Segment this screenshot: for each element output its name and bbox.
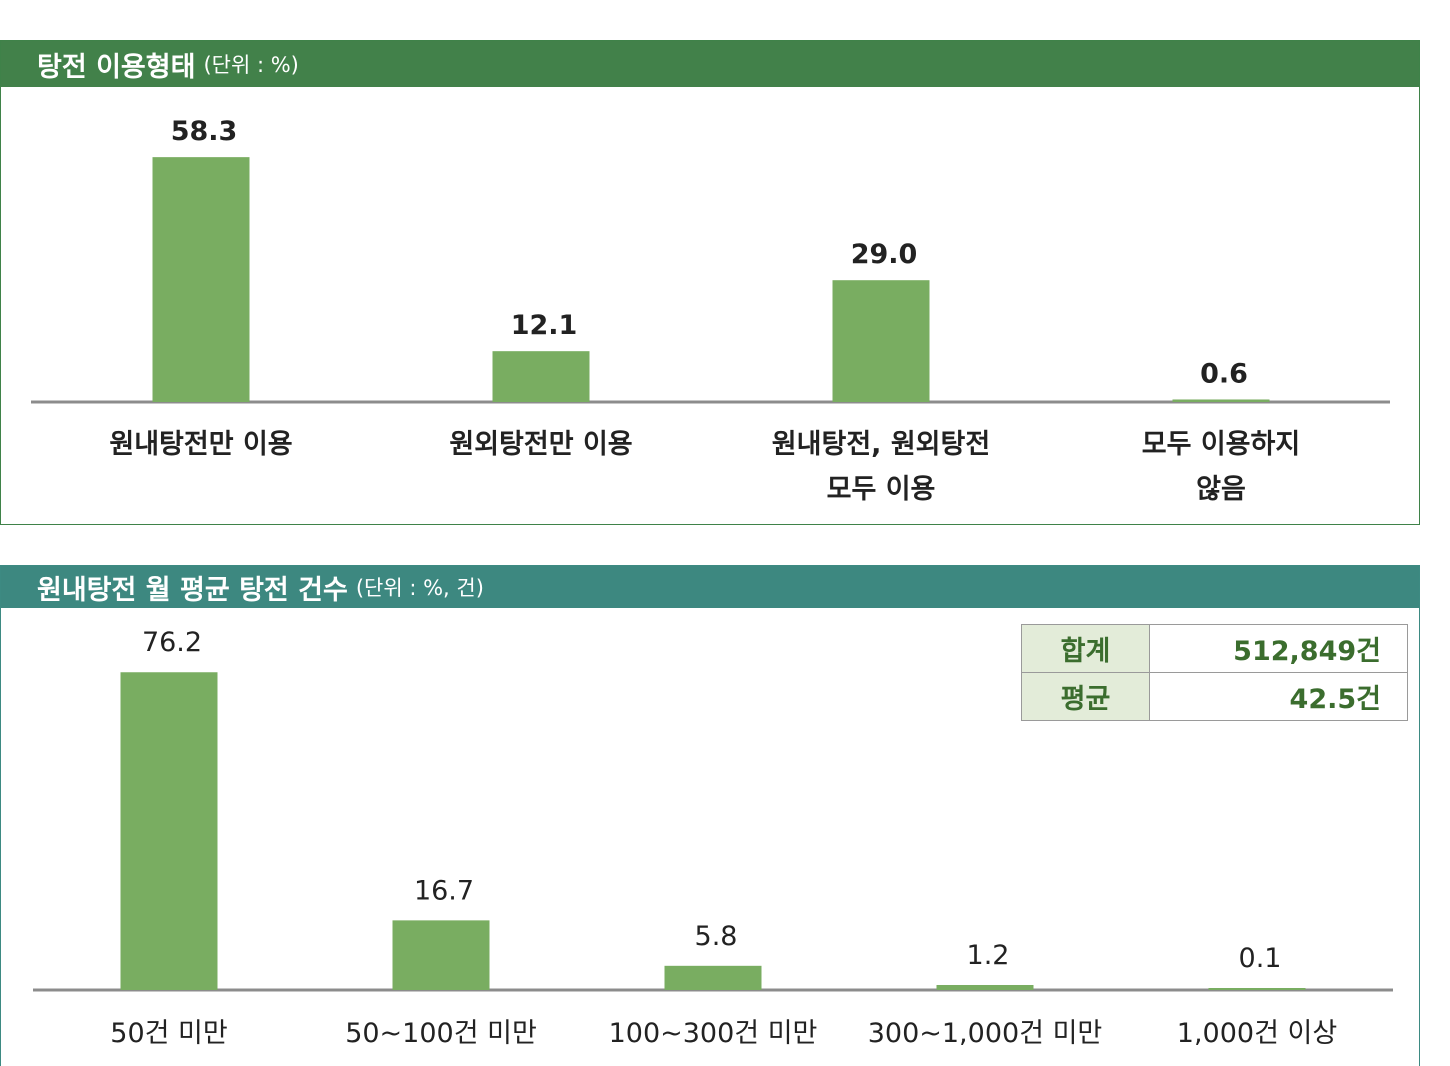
- monthly-category-label-4: 300~1,000건 미만: [868, 1018, 1103, 1049]
- monthly-category-label-1: 50건 미만: [110, 1018, 227, 1049]
- usage-value-label-4: 0.6: [1200, 358, 1248, 389]
- monthly-count-header: 원내탕전 월 평균 탕전 건수 (단위 : %, 건): [1, 566, 1419, 608]
- usage-category-label-3-line-2: 모두 이용: [827, 474, 936, 505]
- monthly-bar-1: [120, 672, 218, 990]
- monthly-category-label-2: 50~100건 미만: [345, 1018, 537, 1049]
- monthly-bar-2: [392, 920, 490, 990]
- usage-type-panel: 탕전 이용형태 (단위 : %): [0, 40, 1420, 525]
- usage-type-header: 탕전 이용형태 (단위 : %): [1, 41, 1419, 87]
- usage-bar-1: [152, 157, 250, 402]
- summary-row-total: 합계 512,849건: [1021, 624, 1408, 673]
- monthly-bar-3: [664, 965, 762, 990]
- monthly-category-label-3: 100~300건 미만: [609, 1018, 818, 1049]
- usage-bar-3: [832, 280, 930, 402]
- usage-value-label-3: 29.0: [851, 239, 918, 270]
- monthly-bar-5: [1208, 988, 1306, 990]
- monthly-bar-4: [936, 984, 1034, 990]
- usage-category-label-4-line-1: 모두 이용하지: [1142, 429, 1300, 460]
- monthly-count-unit: (단위 : %, 건): [355, 576, 484, 600]
- usage-value-label-1: 58.3: [171, 116, 238, 147]
- usage-category-label-1: 원내탕전만 이용: [109, 429, 292, 460]
- usage-category-label-4-line-2: 않음: [1196, 474, 1246, 505]
- monthly-category-label-5: 1,000건 이상: [1177, 1018, 1337, 1049]
- monthly-count-title: 원내탕전 월 평균 탕전 건수: [37, 574, 348, 606]
- usage-category-label-3-line-1: 원내탕전, 원외탕전: [772, 429, 990, 460]
- summary-table: 합계 512,849건 평균 42.5건: [1021, 624, 1408, 721]
- usage-type-title: 탕전 이용형태: [37, 51, 196, 83]
- usage-bar-2: [492, 351, 590, 402]
- summary-row-average: 평균 42.5건: [1021, 672, 1408, 721]
- monthly-value-label-3: 5.8: [695, 921, 738, 952]
- summary-average-label: 평균: [1021, 672, 1150, 721]
- usage-bar-4: [1172, 399, 1270, 402]
- summary-average-value: 42.5건: [1149, 672, 1408, 721]
- summary-total-label: 합계: [1021, 624, 1150, 673]
- monthly-value-label-5: 0.1: [1239, 943, 1282, 974]
- monthly-value-label-2: 16.7: [414, 875, 474, 906]
- monthly-value-label-4: 1.2: [967, 940, 1010, 971]
- usage-type-unit: (단위 : %): [203, 53, 299, 77]
- usage-value-label-2: 12.1: [511, 310, 578, 341]
- usage-category-label-2: 원외탕전만 이용: [449, 429, 632, 460]
- monthly-value-label-1: 76.2: [142, 627, 202, 658]
- monthly-count-panel: 원내탕전 월 평균 탕전 건수 (단위 : %, 건): [0, 565, 1420, 1066]
- summary-total-value: 512,849건: [1149, 624, 1408, 673]
